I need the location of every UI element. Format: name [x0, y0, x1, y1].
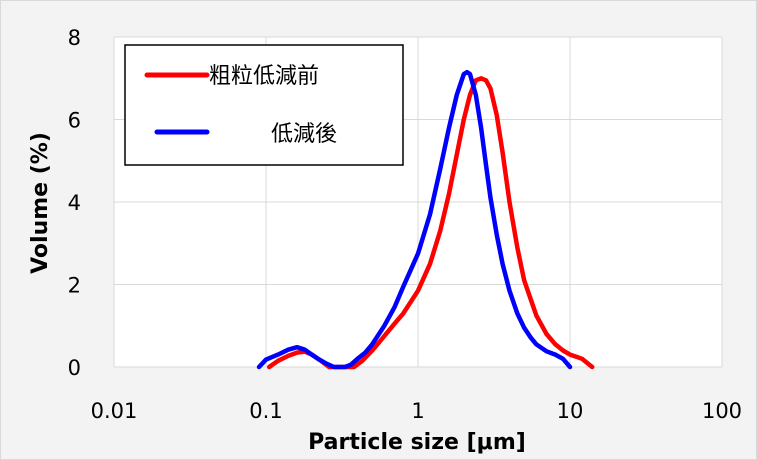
- y-axis-title: Volume (%): [28, 132, 53, 274]
- legend-label-series-2: 低減後: [271, 122, 337, 147]
- y-tick-label: 4: [68, 191, 81, 215]
- y-tick-label: 2: [68, 274, 81, 298]
- series-lines: [256, 69, 595, 370]
- x-tick-label: 1: [411, 399, 424, 423]
- x-tick-label: 0.1: [249, 399, 282, 423]
- x-tick-label: 10: [557, 399, 584, 423]
- legend: 粗粒低減前 低減後: [124, 44, 404, 166]
- y-tick-label: 0: [68, 356, 81, 380]
- legend-box: [124, 44, 404, 166]
- y-tick-label: 6: [68, 109, 81, 133]
- tick-labels: 0.01 0.1 1 10 100 0 2 4 6 8: [68, 26, 742, 423]
- x-tick-label: 0.01: [91, 399, 138, 423]
- y-tick-label: 8: [68, 26, 81, 50]
- series-line-2: [256, 69, 573, 370]
- x-tick-label: 100: [702, 399, 742, 423]
- x-axis-title: Particle size [μm]: [308, 430, 526, 455]
- legend-label-series-1: 粗粒低減前: [209, 64, 319, 89]
